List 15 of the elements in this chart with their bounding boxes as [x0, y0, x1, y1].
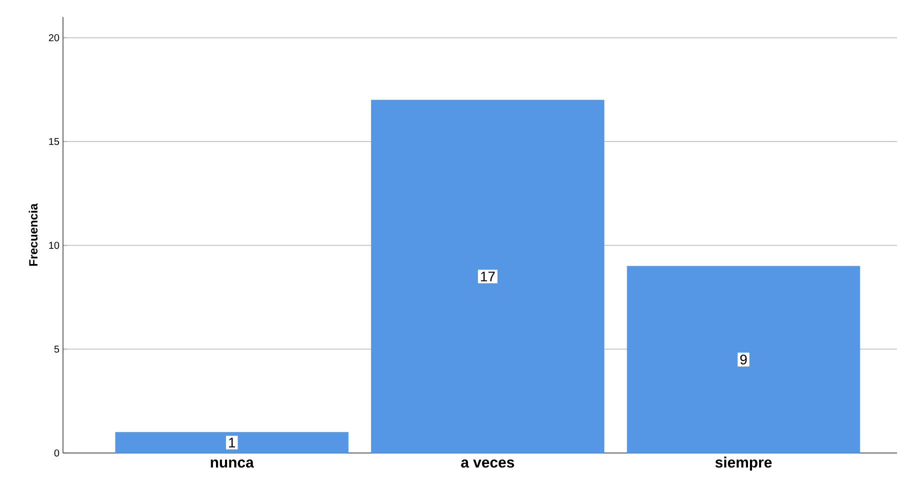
y-tick-label: 20 [48, 34, 60, 42]
bar [371, 100, 604, 454]
x-tick-label: siempre [715, 456, 772, 471]
bar [626, 266, 860, 454]
x-tick-label: nunca [210, 459, 254, 468]
y-tick-label: 15 [49, 138, 60, 146]
y-tick-label: 0 [54, 449, 60, 457]
y-axis-title: Frecuencia [28, 203, 38, 266]
x-tick-label: a veces [461, 459, 514, 468]
data-label: 9 [740, 354, 747, 364]
bar [115, 432, 348, 454]
data-label: 17 [480, 272, 495, 282]
y-tick-label: 10 [49, 242, 60, 249]
y-tick-label: 5 [54, 346, 60, 353]
data-label: 1 [229, 438, 236, 448]
